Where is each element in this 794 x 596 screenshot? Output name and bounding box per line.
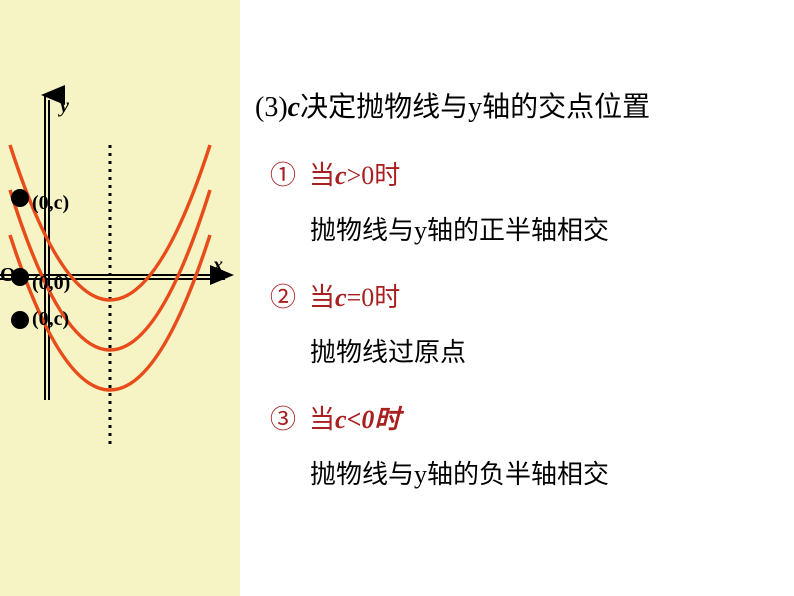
x-axis-label: x (213, 254, 223, 277)
item-2-prefix: 当 (309, 283, 335, 312)
item-2-head: ② 当c=0时 (270, 277, 784, 314)
item-2-num: ② (270, 283, 296, 312)
title-c: c (288, 92, 300, 123)
item-3-suffix: <0时 (347, 405, 401, 434)
item-2-suffix: =0时 (347, 283, 401, 312)
item-1-num: ① (270, 161, 296, 190)
item-3-c: c (335, 405, 347, 434)
dot-c-neg (11, 311, 29, 329)
title-rest: 决定抛物线与y轴的交点位置 (300, 92, 650, 123)
text-panel: (3)c决定抛物线与y轴的交点位置 ① 当c>0时 抛物线与y轴的正半轴相交 ②… (240, 0, 794, 596)
item-1: ① 当c>0时 抛物线与y轴的正半轴相交 (270, 155, 784, 247)
item-1-suffix: >0时 (347, 161, 401, 190)
item-3-prefix: 当 (309, 405, 335, 434)
origin-label: O (0, 264, 16, 287)
dot-c-pos (11, 189, 29, 207)
item-2-c: c (335, 283, 347, 312)
item-1-head: ① 当c>0时 (270, 155, 784, 192)
item-2-body: 抛物线过原点 (310, 332, 784, 369)
item-3-body: 抛物线与y轴的负半轴相交 (310, 454, 784, 491)
item-3-head: ③ 当c<0时 (270, 399, 784, 436)
title-prefix: (3) (255, 92, 288, 123)
label-0c-pos: (0,c) (32, 192, 69, 215)
item-2: ② 当c=0时 抛物线过原点 (270, 277, 784, 369)
item-3: ③ 当c<0时 抛物线与y轴的负半轴相交 (270, 399, 784, 491)
label-00: (0,0) (32, 272, 70, 295)
item-3-num: ③ (270, 405, 296, 434)
title: (3)c决定抛物线与y轴的交点位置 (255, 85, 784, 125)
item-1-prefix: 当 (309, 161, 335, 190)
chart-panel: y x O (0,c) (0,0) (0,c) (0, 0, 240, 596)
item-1-body: 抛物线与y轴的正半轴相交 (310, 210, 784, 247)
item-1-c: c (335, 161, 347, 190)
label-0c-neg: (0,c) (32, 308, 69, 331)
y-axis-label: y (60, 95, 69, 118)
